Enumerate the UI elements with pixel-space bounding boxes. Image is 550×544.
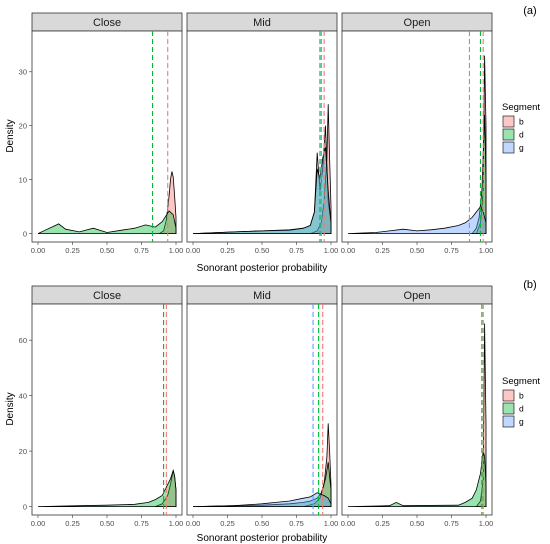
- density-d-close: [37, 469, 177, 507]
- x-tick-label: 0.25: [375, 246, 390, 255]
- x-tick-label: 1.00: [479, 519, 494, 528]
- plot-panel: [341, 303, 493, 516]
- y-axis-title: Density: [5, 392, 16, 425]
- facet-close: Close 0.00 0.25 0.50 0.75 1.00 0 20 40 60: [19, 285, 184, 528]
- facet-strip-label: Close: [93, 290, 121, 302]
- x-tick-label: 0.00: [31, 246, 46, 255]
- x-tick-label: 0.50: [255, 246, 270, 255]
- y-tick-label: 60: [19, 336, 27, 345]
- x-tick-label: 0.75: [289, 246, 304, 255]
- figure-tag: (a): [523, 5, 536, 17]
- plot-panel: [341, 30, 493, 243]
- density-d-open: [347, 451, 487, 507]
- legend: Segment bdg: [502, 102, 540, 154]
- plot-panel: [186, 30, 338, 243]
- legend-key-d: [502, 128, 515, 141]
- x-tick-label: 0.00: [31, 519, 46, 528]
- legend-label-b: b: [519, 117, 524, 127]
- y-tick-label: 30: [19, 67, 27, 76]
- facet-mid: Mid 0.00 0.25 0.50 0.75 1.00: [186, 285, 339, 528]
- legend-key-g: [502, 141, 515, 154]
- y-axis-title: Density: [5, 119, 16, 152]
- x-tick-label: 0.50: [410, 519, 425, 528]
- x-tick-label: 1.00: [324, 246, 339, 255]
- x-tick-label: 0.25: [65, 246, 80, 255]
- legend-label-g: g: [519, 143, 524, 153]
- legend: Segment bdg: [502, 376, 540, 428]
- x-tick-label: 0.00: [186, 519, 201, 528]
- y-tick-label: 0: [23, 229, 27, 238]
- y-tick-label: 20: [19, 447, 27, 456]
- legend-label-g: g: [519, 417, 524, 427]
- density-d-mid: [192, 462, 332, 507]
- x-tick-label: 0.75: [134, 246, 149, 255]
- facet-open: Open 0.00 0.25 0.50 0.75 1.00: [341, 285, 494, 528]
- facet-open: Open 0.00 0.25 0.50 0.75 1.00: [341, 12, 494, 255]
- legend-key-b: [502, 389, 515, 402]
- x-tick-label: 0.00: [341, 519, 356, 528]
- figure-tag: (b): [523, 279, 536, 291]
- x-axis-title: Sonorant posterior probability: [197, 533, 328, 544]
- x-tick-label: 0.75: [134, 519, 149, 528]
- plot-panel: [31, 303, 183, 516]
- legend-key-b: [502, 115, 515, 128]
- legend-label-d: d: [519, 130, 524, 140]
- chart-b: (b) Close 0.00 0.25 0.50 0.75 1.00 0 20 40 60 Mid 0.…: [5, 279, 540, 544]
- x-tick-label: 0.25: [220, 519, 235, 528]
- x-tick-label: 1.00: [479, 246, 494, 255]
- density-g-open: [347, 205, 487, 234]
- x-tick-label: 0.50: [410, 246, 425, 255]
- x-tick-label: 1.00: [324, 519, 339, 528]
- density-b-close: [158, 171, 177, 234]
- y-tick-label: 0: [23, 502, 27, 511]
- density-g-mid: [192, 492, 332, 507]
- y-tick-label: 20: [19, 121, 27, 130]
- plot-panel: [31, 30, 183, 243]
- x-tick-label: 1.00: [169, 246, 184, 255]
- density-g-mid: [192, 147, 332, 234]
- x-tick-label: 0.25: [220, 246, 235, 255]
- facet-close: Close 0.00 0.25 0.50 0.75 1.00 0 10 20 30: [19, 12, 184, 255]
- legend-title: Segment: [502, 102, 540, 113]
- x-tick-label: 0.75: [444, 519, 459, 528]
- facet-strip-label: Open: [404, 17, 431, 29]
- x-tick-label: 0.50: [100, 246, 115, 255]
- density-d-close: [37, 210, 177, 234]
- legend-key-g: [502, 415, 515, 428]
- x-axis-title: Sonorant posterior probability: [197, 263, 328, 274]
- y-tick-label: 10: [19, 175, 27, 184]
- facet-mid: Mid 0.00 0.25 0.50 0.75 1.00: [186, 12, 339, 255]
- x-tick-label: 0.00: [186, 246, 201, 255]
- facet-strip-label: Mid: [253, 17, 271, 29]
- facet-strip-label: Close: [93, 17, 121, 29]
- facet-strip-label: Mid: [253, 290, 271, 302]
- x-tick-label: 0.75: [289, 519, 304, 528]
- x-tick-label: 0.75: [444, 246, 459, 255]
- legend-label-d: d: [519, 404, 524, 414]
- y-tick-label: 40: [19, 391, 27, 400]
- chart-a: (a) Close 0.00 0.25 0.50 0.75 1.00 0 10 20 30 Mid 0.…: [5, 5, 540, 274]
- legend-title: Segment: [502, 376, 540, 387]
- facet-strip-label: Open: [404, 290, 431, 302]
- x-tick-label: 0.25: [375, 519, 390, 528]
- x-tick-label: 1.00: [169, 519, 184, 528]
- x-tick-label: 0.50: [100, 519, 115, 528]
- legend-key-d: [502, 402, 515, 415]
- plot-panel: [186, 303, 338, 516]
- x-tick-label: 0.50: [255, 519, 270, 528]
- x-tick-label: 0.25: [65, 519, 80, 528]
- legend-label-b: b: [519, 391, 524, 401]
- x-tick-label: 0.00: [341, 246, 356, 255]
